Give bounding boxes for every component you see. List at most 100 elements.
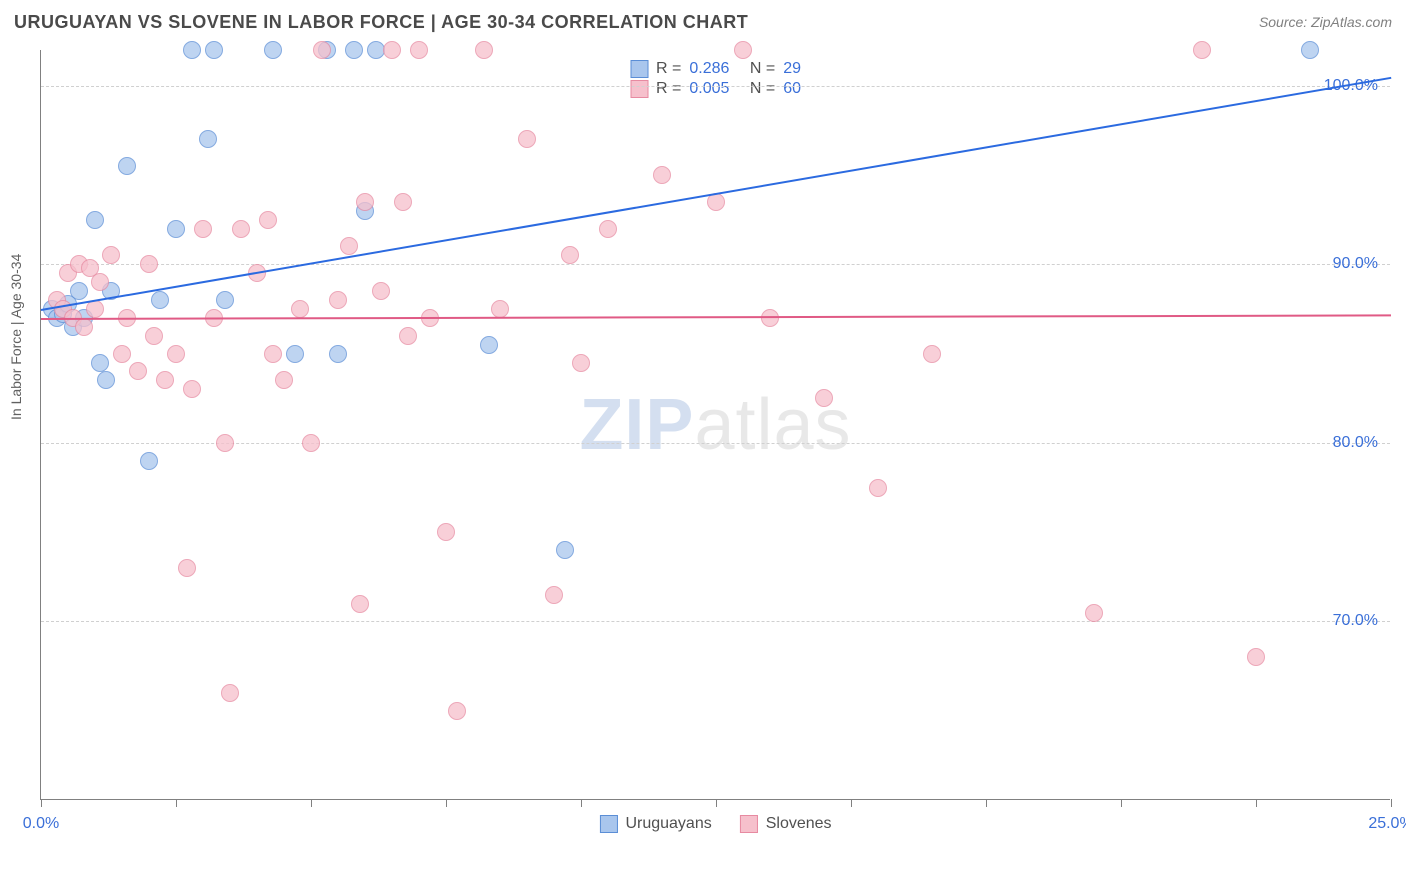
data-point: [156, 371, 174, 389]
data-point: [232, 220, 250, 238]
data-point: [869, 479, 887, 497]
x-tick: [851, 799, 852, 807]
data-point: [140, 255, 158, 273]
x-tick: [311, 799, 312, 807]
data-point: [291, 300, 309, 318]
chart-header: URUGUAYAN VS SLOVENE IN LABOR FORCE | AG…: [0, 0, 1406, 44]
x-tick-label: 25.0%: [1368, 815, 1406, 833]
x-tick: [176, 799, 177, 807]
y-tick-label: 90.0%: [1333, 255, 1378, 273]
data-point: [118, 157, 136, 175]
data-point: [151, 291, 169, 309]
data-point: [167, 345, 185, 363]
n-value: 60: [783, 80, 801, 98]
data-point: [1085, 604, 1103, 622]
trend-line: [41, 314, 1391, 320]
data-point: [340, 237, 358, 255]
data-point: [399, 327, 417, 345]
data-point: [653, 166, 671, 184]
legend-swatch-icon: [630, 80, 648, 98]
data-point: [329, 345, 347, 363]
r-value: 0.005: [689, 80, 729, 98]
data-point: [178, 559, 196, 577]
legend-swatch-icon: [599, 815, 617, 833]
data-point: [572, 354, 590, 372]
data-point: [491, 300, 509, 318]
data-point: [313, 41, 331, 59]
data-point: [518, 130, 536, 148]
data-point: [140, 452, 158, 470]
series-legend: Uruguayans Slovenes: [599, 815, 831, 833]
data-point: [205, 41, 223, 59]
data-point: [91, 273, 109, 291]
y-tick-label: 80.0%: [1333, 434, 1378, 452]
data-point: [1193, 41, 1211, 59]
legend-swatch-icon: [740, 815, 758, 833]
data-point: [199, 130, 217, 148]
data-point: [264, 345, 282, 363]
x-tick: [716, 799, 717, 807]
data-point: [561, 246, 579, 264]
data-point: [383, 41, 401, 59]
x-tick: [1256, 799, 1257, 807]
x-tick: [1391, 799, 1392, 807]
legend-row: R = 0.286 N = 29: [630, 60, 801, 78]
legend-swatch-icon: [630, 60, 648, 78]
x-tick: [41, 799, 42, 807]
scatter-plot-area: ZIPatlas R = 0.286 N = 29 R = 0.005 N = …: [40, 50, 1390, 800]
legend-label: Slovenes: [766, 815, 832, 833]
watermark-zip: ZIP: [579, 385, 694, 465]
data-point: [221, 684, 239, 702]
data-point: [259, 211, 277, 229]
data-point: [345, 41, 363, 59]
data-point: [216, 291, 234, 309]
data-point: [216, 434, 234, 452]
data-point: [183, 380, 201, 398]
data-point: [183, 41, 201, 59]
watermark: ZIPatlas: [579, 384, 851, 466]
x-tick: [986, 799, 987, 807]
data-point: [437, 523, 455, 541]
chart-title: URUGUAYAN VS SLOVENE IN LABOR FORCE | AG…: [14, 12, 748, 33]
data-point: [264, 41, 282, 59]
gridline: [41, 443, 1390, 444]
data-point: [145, 327, 163, 345]
data-point: [329, 291, 347, 309]
data-point: [1247, 648, 1265, 666]
data-point: [599, 220, 617, 238]
data-point: [194, 220, 212, 238]
legend-item: Uruguayans: [599, 815, 711, 833]
r-label: R =: [656, 60, 681, 78]
legend-row: R = 0.005 N = 60: [630, 80, 801, 98]
y-tick-label: 70.0%: [1333, 612, 1378, 630]
r-value: 0.286: [689, 60, 729, 78]
source-prefix: Source:: [1259, 14, 1311, 30]
data-point: [97, 371, 115, 389]
source-attribution: Source: ZipAtlas.com: [1259, 14, 1392, 30]
trend-line: [41, 77, 1391, 311]
x-tick-label: 0.0%: [23, 815, 59, 833]
data-point: [372, 282, 390, 300]
data-point: [91, 354, 109, 372]
x-tick: [446, 799, 447, 807]
data-point: [556, 541, 574, 559]
data-point: [815, 389, 833, 407]
data-point: [480, 336, 498, 354]
data-point: [448, 702, 466, 720]
r-label: R =: [656, 80, 681, 98]
data-point: [86, 211, 104, 229]
data-point: [545, 586, 563, 604]
data-point: [102, 246, 120, 264]
data-point: [70, 282, 88, 300]
x-tick: [1121, 799, 1122, 807]
data-point: [356, 193, 374, 211]
data-point: [475, 41, 493, 59]
data-point: [302, 434, 320, 452]
data-point: [129, 362, 147, 380]
data-point: [923, 345, 941, 363]
data-point: [410, 41, 428, 59]
n-value: 29: [783, 60, 801, 78]
data-point: [351, 595, 369, 613]
data-point: [1301, 41, 1319, 59]
gridline: [41, 86, 1390, 87]
